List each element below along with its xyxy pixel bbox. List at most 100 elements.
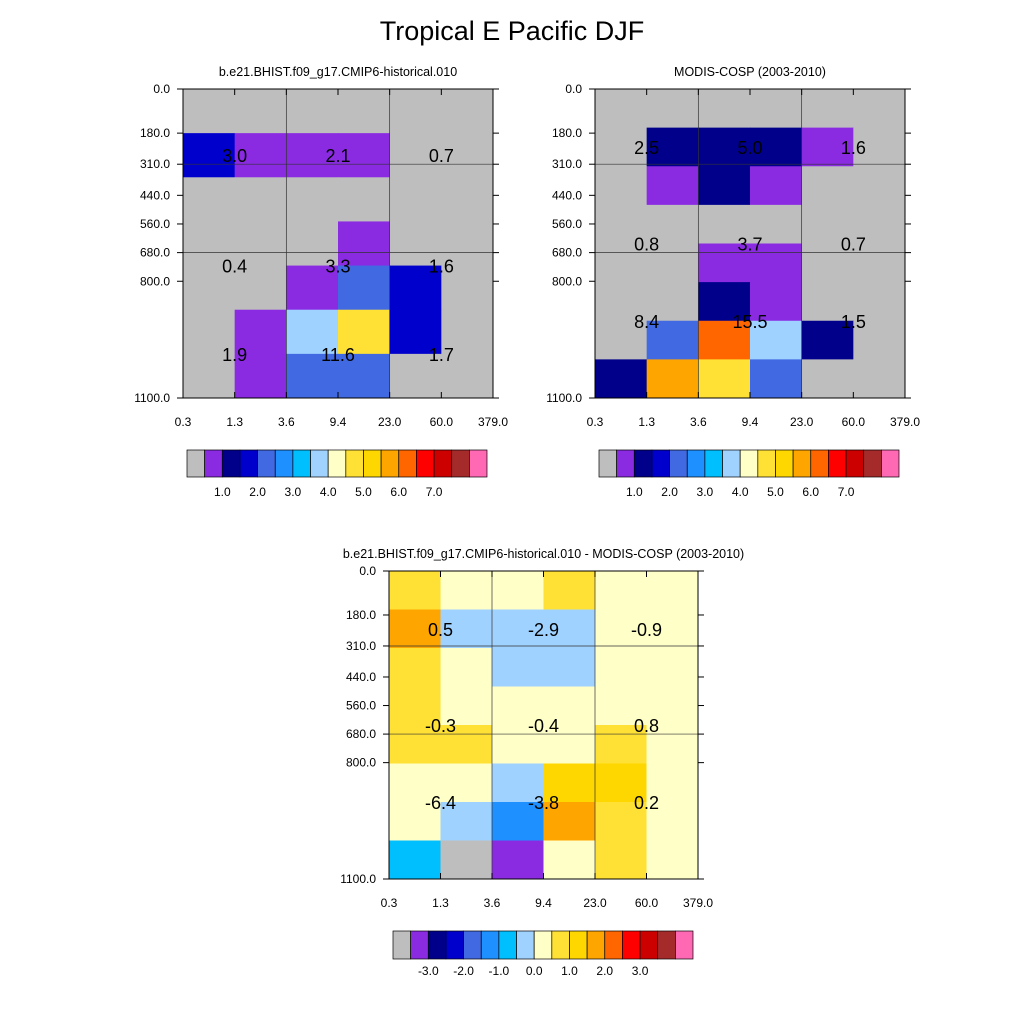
y-tick-label: 1100.0 bbox=[340, 872, 376, 886]
heatmap-cell bbox=[698, 127, 751, 167]
bin-value-label: 2.1 bbox=[325, 146, 350, 166]
heatmap-cell bbox=[286, 221, 339, 267]
heatmap-cell bbox=[338, 309, 391, 355]
x-tick-label: 3.6 bbox=[484, 896, 501, 910]
x-tick-label: 9.4 bbox=[742, 415, 759, 429]
colorbar-box bbox=[310, 449, 329, 478]
heatmap-cell bbox=[750, 282, 803, 322]
colorbar-label: 1.0 bbox=[214, 485, 231, 499]
colorbar-label: 6.0 bbox=[390, 485, 407, 499]
y-tick-label: 560.0 bbox=[346, 699, 376, 713]
y-tick-label: 560.0 bbox=[140, 217, 170, 231]
heatmap-cell bbox=[595, 725, 647, 764]
colorbar-box bbox=[480, 930, 500, 960]
heatmap-cell bbox=[646, 320, 699, 360]
y-tick-label: 440.0 bbox=[552, 188, 582, 202]
colorbar-box bbox=[669, 449, 688, 478]
heatmap-cell bbox=[801, 127, 854, 167]
heatmap-cell bbox=[234, 265, 287, 311]
x-tick-label: 0.3 bbox=[175, 415, 192, 429]
heatmap-cell bbox=[646, 243, 699, 283]
bin-value-label: -3.8 bbox=[528, 793, 559, 813]
y-tick-label: 0.0 bbox=[359, 564, 376, 578]
heatmap-cell bbox=[286, 309, 339, 355]
heatmap-cell bbox=[543, 571, 596, 610]
panel-title: b.e21.BHIST.f09_g17.CMIP6-historical.010 bbox=[219, 65, 457, 79]
heatmap-cell bbox=[595, 243, 648, 283]
heatmap-cell bbox=[646, 204, 699, 244]
heatmap-cell bbox=[389, 686, 441, 726]
colorbar-box bbox=[416, 449, 435, 478]
colorbar-label: 2.0 bbox=[661, 485, 678, 499]
bin-value-label: 11.6 bbox=[321, 345, 355, 365]
heatmap-cell bbox=[492, 840, 544, 880]
colorbar-box bbox=[327, 449, 347, 478]
heatmap-cell bbox=[492, 763, 544, 803]
heatmap-cell bbox=[646, 127, 699, 167]
heatmap-cell bbox=[389, 133, 442, 178]
heatmap-cell bbox=[440, 763, 493, 803]
bin-value-label: -2.9 bbox=[528, 620, 559, 640]
bin-value-label: -0.9 bbox=[631, 620, 662, 640]
heatmap-cell bbox=[492, 609, 544, 649]
heatmap-cell bbox=[698, 243, 751, 283]
colorbar-box bbox=[757, 449, 776, 478]
colorbar-box bbox=[533, 930, 553, 960]
heatmap-cell bbox=[698, 282, 751, 322]
heatmap-cell bbox=[646, 166, 699, 206]
colorbar-box bbox=[469, 449, 488, 478]
heatmap-cell bbox=[389, 177, 442, 222]
colorbar-box bbox=[639, 930, 659, 960]
colorbar-box bbox=[445, 930, 464, 960]
heatmap-cell bbox=[543, 648, 596, 687]
heatmap-cell bbox=[698, 359, 751, 399]
colorbar-box bbox=[551, 930, 570, 960]
heatmap-cell bbox=[441, 177, 494, 222]
heatmap-cell bbox=[595, 571, 647, 610]
heatmap-cell bbox=[286, 89, 339, 134]
heatmap-cell bbox=[389, 725, 441, 764]
bin-value-label: 0.5 bbox=[428, 620, 453, 640]
heatmap-cell bbox=[440, 840, 493, 880]
colorbar-box bbox=[675, 930, 694, 960]
colorbar-label: 4.0 bbox=[320, 485, 337, 499]
heatmap-cell bbox=[750, 89, 803, 129]
heatmap-cell bbox=[389, 353, 442, 399]
heatmap-cell bbox=[338, 177, 391, 222]
heatmap-cell bbox=[801, 282, 854, 322]
heatmap-cell bbox=[801, 166, 854, 206]
colorbar-box bbox=[204, 449, 223, 478]
heatmap-cell bbox=[646, 609, 699, 649]
bin-value-label: -0.3 bbox=[425, 716, 456, 736]
heatmap-cell bbox=[389, 571, 441, 610]
heatmap-cell bbox=[646, 571, 699, 610]
heatmap-cell bbox=[698, 320, 751, 360]
bin-value-label: 3.3 bbox=[325, 257, 350, 277]
heatmap-cell bbox=[543, 840, 596, 880]
heatmap-cell bbox=[389, 89, 442, 134]
colorbar-box bbox=[498, 930, 517, 960]
heatmap-cell bbox=[286, 265, 339, 311]
bin-value-label: 0.8 bbox=[634, 235, 659, 255]
colorbar-box bbox=[704, 449, 723, 478]
x-tick-label: 379.0 bbox=[890, 415, 920, 429]
heatmap-cell bbox=[234, 309, 287, 355]
colorbar-box bbox=[633, 449, 653, 478]
colorbar-box bbox=[622, 930, 641, 960]
heatmap-cell bbox=[543, 725, 596, 764]
heatmap-cell bbox=[389, 763, 441, 803]
heatmap-cell bbox=[183, 353, 236, 399]
heatmap-cell bbox=[646, 282, 699, 322]
colorbar-box bbox=[463, 930, 482, 960]
y-tick-label: 180.0 bbox=[140, 126, 170, 140]
bin-value-label: 5.0 bbox=[737, 138, 762, 158]
x-tick-label: 1.3 bbox=[432, 896, 449, 910]
heatmap-cell bbox=[286, 177, 339, 222]
heatmap-cell bbox=[492, 802, 544, 841]
heatmap-cell bbox=[492, 686, 544, 726]
heatmap-cell bbox=[440, 725, 493, 764]
heatmap-cell bbox=[183, 89, 236, 134]
heatmap-panel-1: 0.3 1.3 3.6 9.4 23.0 60.0 379.0 0.0 180.0 310.0 44… bbox=[134, 65, 508, 499]
heatmap-cell bbox=[440, 571, 493, 610]
